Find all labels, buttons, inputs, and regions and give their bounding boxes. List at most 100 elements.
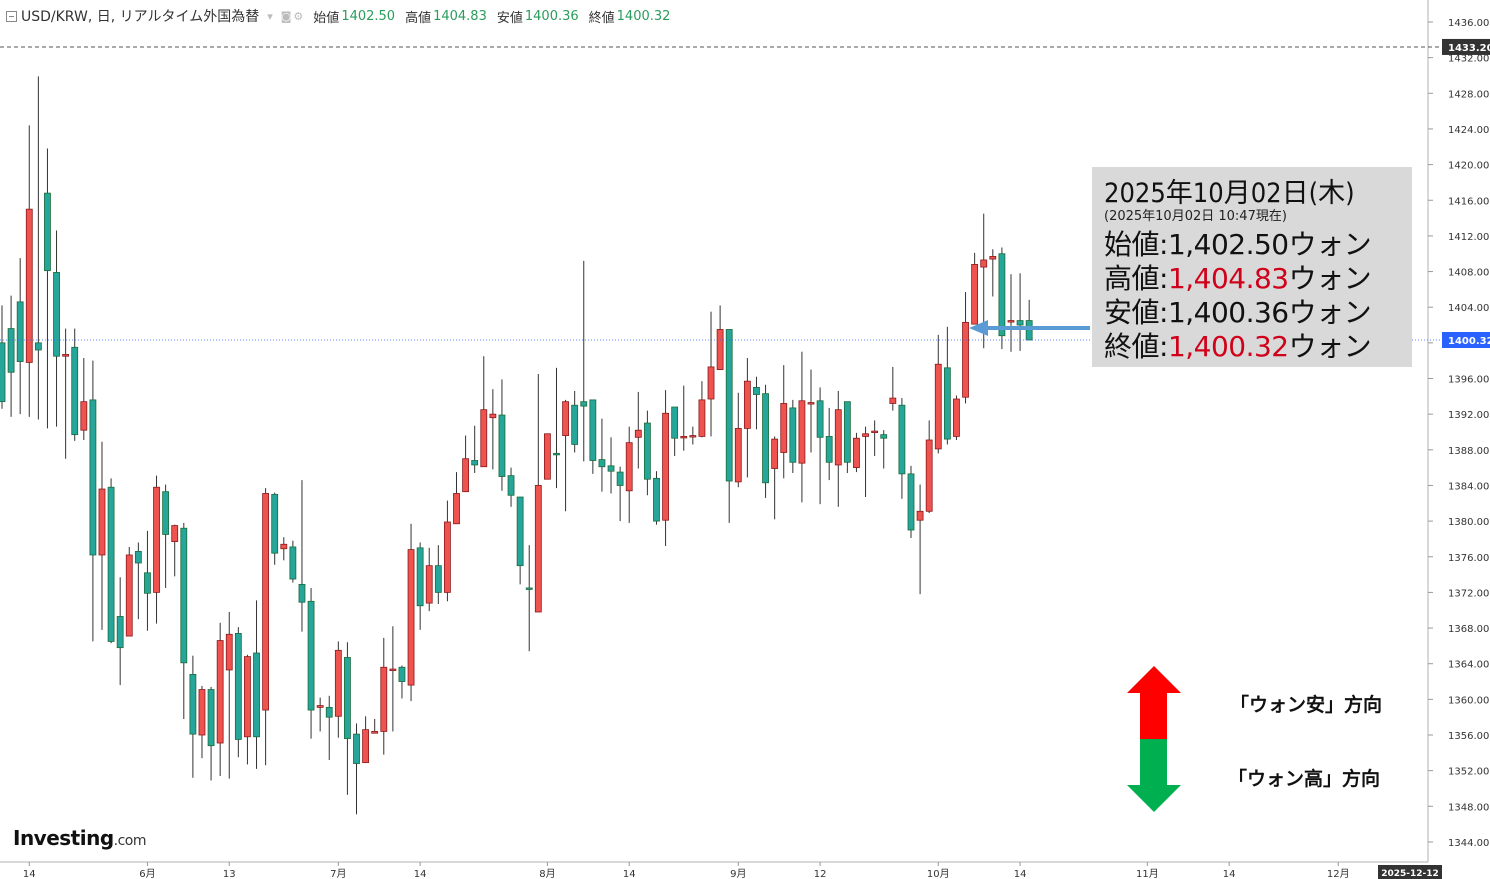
candle-body [498,414,506,477]
candle-body [634,429,642,438]
x-tick-label: 8月 [539,868,555,879]
candle-body [771,438,779,469]
candle-body [216,640,224,744]
candle-body [780,403,788,453]
candle-body [980,259,988,268]
info-value: 1,402.50 [1167,228,1289,261]
candle-body [789,407,797,463]
x-tick-label: 9月 [730,868,746,879]
x-tick-label: 10月 [927,868,950,879]
candle-body [353,733,360,764]
candle-body [507,475,515,496]
candle-body [1007,320,1015,323]
info-label: 始値: [1104,228,1168,261]
candle-body [943,367,951,440]
candle-body [253,652,260,738]
price-axis[interactable]: 1436.00 1432.00 1428.00 1424.00 1420.00 1416.… [1428,18,1490,849]
y-tick-label: 1388.00 [1448,446,1489,457]
candle-body [7,328,15,373]
y-tick-label: 1376.00 [1448,553,1489,564]
candle-body [553,452,560,456]
info-unit: ウォン [1288,330,1372,363]
candle-body [425,565,433,604]
candle-body [971,264,979,325]
candle-body [34,342,42,351]
candle-body [116,616,124,649]
info-row-low: 安値:1,400.36ウォン [1104,291,1372,331]
candle-body [389,668,397,671]
candle-body [144,572,151,594]
candle-body [380,666,388,732]
info-label: 高値: [1104,262,1168,295]
candle-body [953,398,960,437]
candle-body [998,253,1006,337]
candle-body [734,428,742,483]
candle-body [516,496,524,567]
info-row-close: 終値:1,400.32ウォン [1104,325,1372,365]
candle-body [0,342,6,403]
info-unit: ウォン [1288,228,1372,261]
candle-body [53,272,60,357]
time-axis[interactable]: 14 6月 13 7月 14 8月 14 9月 12 10月 14 11月 14 12月 2025-12-1… [23,862,1442,879]
down-arrow-icon [1127,739,1181,812]
candle-body [762,393,769,484]
candle-body [25,208,33,363]
collapse-icon[interactable] [6,10,17,22]
candle-body [262,493,270,711]
candle-body [889,397,897,404]
y-tick-label: 1428.00 [1448,89,1489,100]
candle-body [453,493,460,525]
candle-body [1025,320,1033,341]
candle-body [798,400,806,464]
y-tick-label: 1412.00 [1448,232,1489,243]
candle-body [271,493,279,554]
candle-body [434,565,442,593]
candle-body [571,404,579,445]
info-unit: ウォン [1288,262,1372,295]
y-tick-label: 1424.00 [1448,125,1489,136]
candle-body [89,399,97,556]
low-label: 安値 [496,10,523,26]
y-tick-label: 1380.00 [1448,517,1489,528]
candle-body [962,321,969,398]
candle-body [307,600,315,711]
candle-body [807,402,815,405]
y-tick-label: 1392.00 [1448,410,1489,421]
close-label: 終値 [588,10,615,26]
symbol-title[interactable]: USD/KRW, 日, リアルタイム外国為替 [21,9,260,25]
candle-body [189,673,197,735]
candle-body [643,422,651,480]
candle-body [162,491,170,535]
won-strong-label: 「ウォン高」方向 [1228,768,1381,790]
won-weak-label: 「ウォン安」方向 [1230,694,1383,716]
x-tick-label: 12月 [1327,868,1350,879]
reference-lines [0,46,1440,341]
logo-suffix: .com [113,833,147,849]
candle-body [362,729,370,764]
candle-body [371,731,379,734]
y-tick-label: 1408.00 [1448,268,1489,279]
x-tick-label: 12 [814,869,827,879]
candle-body [71,346,79,436]
candle-body [16,301,24,362]
price-marker-label: 1400.32 [1448,336,1490,347]
low-value: 1400.36 [524,8,579,24]
candle-body [562,401,569,436]
candle-body [280,543,288,550]
x-tick-label: 14 [1014,869,1027,879]
visibility-icon[interactable]: ◙ [280,9,292,23]
candle-body [834,409,842,466]
candle-body [753,387,760,395]
candle-body [334,649,342,717]
chart-grid [0,0,1429,863]
candle-body [198,689,206,736]
candle-body [62,354,70,357]
info-row-high: 高値:1,404.83ウォン [1104,257,1372,297]
high-label: 高値 [405,10,432,26]
candle-body [298,583,306,603]
settings-icon[interactable]: ⚙ [293,9,304,23]
candle-body [325,706,333,718]
y-tick-label: 1404.00 [1448,303,1489,314]
dropdown-icon[interactable]: ▾ [267,9,273,23]
